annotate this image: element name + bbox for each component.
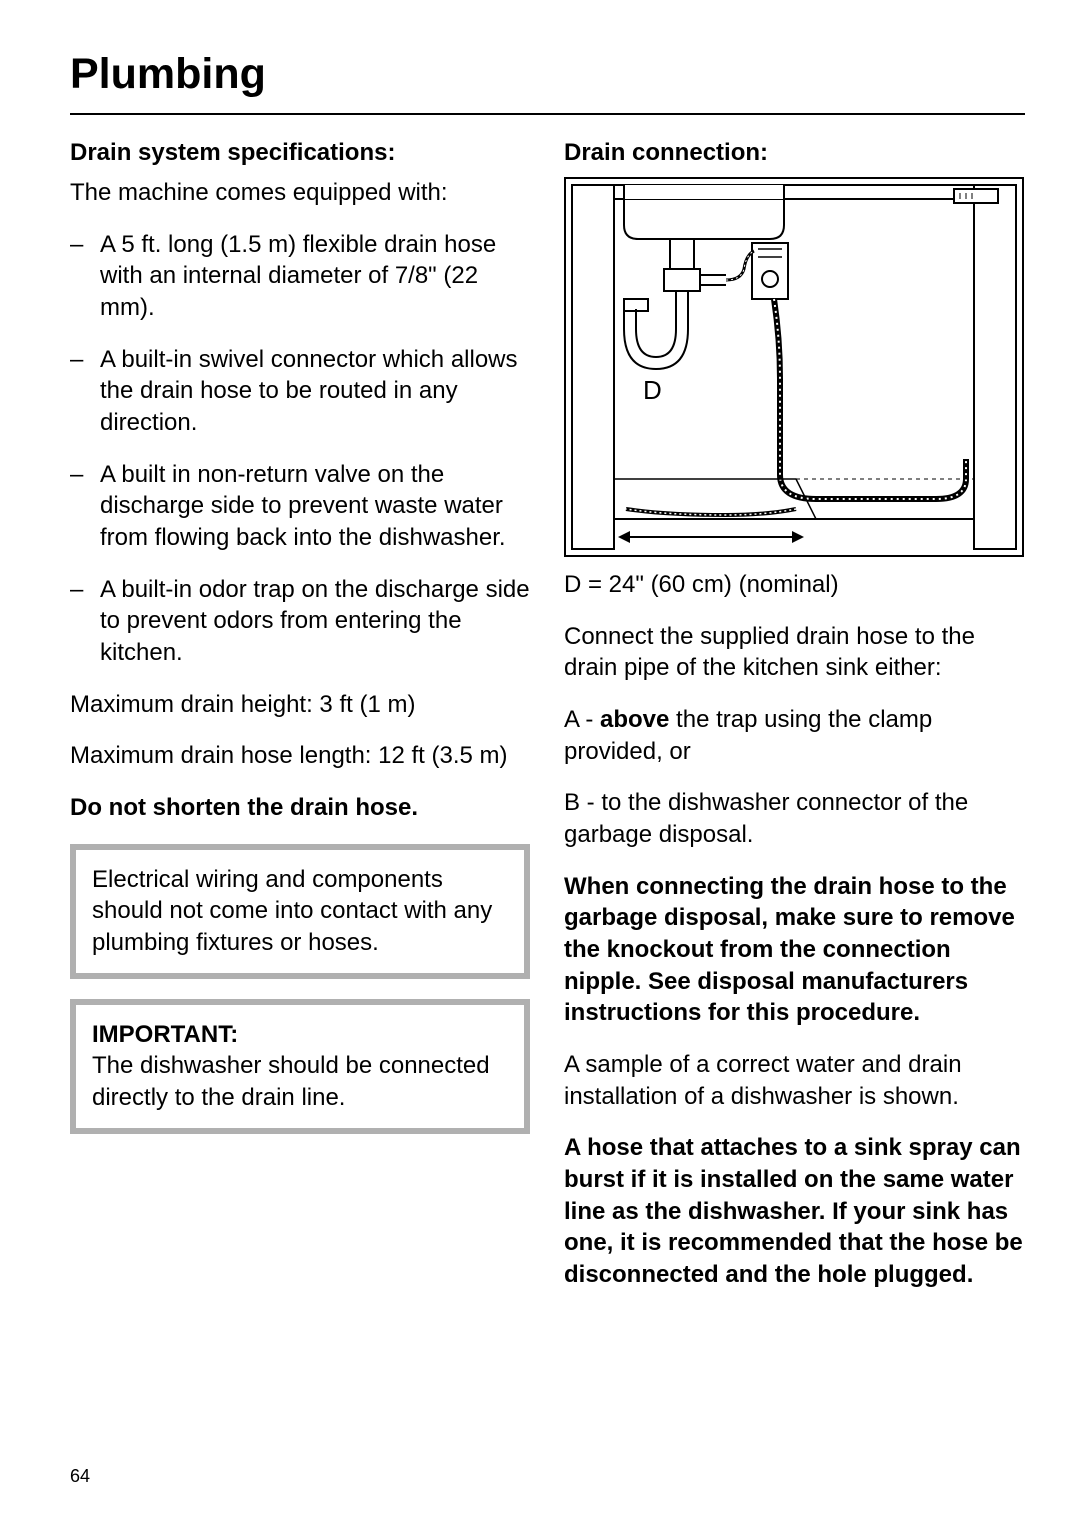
callout-body: The dishwasher should be connected direc… xyxy=(92,1052,490,1111)
option-a: A - above the trap using the clamp provi… xyxy=(564,704,1024,767)
knockout-warning: When connecting the drain hose to the ga… xyxy=(564,871,1024,1029)
electrical-callout: Electrical wiring and components should … xyxy=(70,844,530,979)
list-item: A built in non-return valve on the disch… xyxy=(70,459,530,554)
option-a-pre: A - xyxy=(564,706,600,733)
max-drain-height: Maximum drain height: 3 ft (1 m) xyxy=(70,689,530,721)
page: Plumbing Drain system specifications: Th… xyxy=(0,0,1080,1529)
diagram-d-label: D xyxy=(641,375,664,406)
right-column: Drain connection: xyxy=(564,139,1024,1311)
title-rule xyxy=(70,113,1025,115)
callout-text: Electrical wiring and components should … xyxy=(92,866,492,956)
max-drain-length: Maximum drain hose length: 12 ft (3.5 m) xyxy=(70,740,530,772)
page-number: 64 xyxy=(70,1466,90,1487)
hose-burst-warning: A hose that attaches to a sink spray can… xyxy=(564,1132,1024,1290)
callout-lead: IMPORTANT: xyxy=(92,1021,238,1048)
drain-diagram-svg xyxy=(566,179,1022,555)
list-item: A built-in swivel connector which allows… xyxy=(70,344,530,439)
sample-note: A sample of a correct water and drain in… xyxy=(564,1049,1024,1112)
drain-diagram: D xyxy=(564,177,1024,557)
no-shorten-warning: Do not shorten the drain hose. xyxy=(70,792,530,824)
columns: Drain system specifications: The machine… xyxy=(70,139,1025,1311)
option-b: B - to the dishwasher connector of the g… xyxy=(564,787,1024,850)
drain-connection-heading: Drain connection: xyxy=(564,139,1024,167)
drain-specs-heading: Drain system specifications: xyxy=(70,139,530,167)
equip-intro: The machine comes equipped with: xyxy=(70,177,530,209)
option-a-bold: above xyxy=(600,706,669,733)
connect-instruction: Connect the supplied drain hose to the d… xyxy=(564,621,1024,684)
important-callout: IMPORTANT: The dishwasher should be conn… xyxy=(70,999,530,1134)
list-item: A built-in odor trap on the discharge si… xyxy=(70,574,530,669)
left-column: Drain system specifications: The machine… xyxy=(70,139,530,1311)
spec-list: A 5 ft. long (1.5 m) flexible drain hose… xyxy=(70,229,530,669)
page-title: Plumbing xyxy=(70,50,1025,99)
d-dimension: D = 24" (60 cm) (nominal) xyxy=(564,569,1024,601)
list-item: A 5 ft. long (1.5 m) flexible drain hose… xyxy=(70,229,530,324)
